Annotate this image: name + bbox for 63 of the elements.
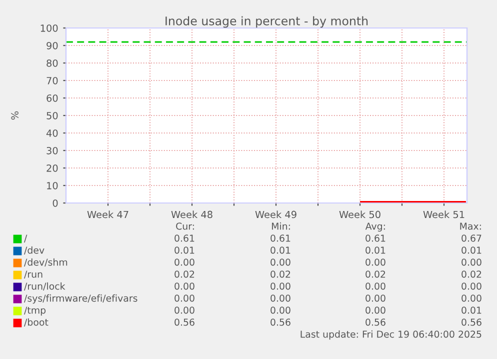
- text: 0.00: [366, 282, 386, 290]
- y-tick-label: 0: [52, 199, 58, 207]
- text: 0.61: [270, 234, 290, 242]
- text: 0.00: [462, 258, 482, 266]
- x-tick-label: Week 50: [339, 210, 380, 218]
- chart-title: Inode usage in percent - by month: [166, 16, 368, 28]
- text: 0.00: [174, 282, 194, 290]
- text: 0.56: [270, 318, 290, 326]
- legend-label: /dev/shm: [24, 258, 68, 266]
- y-tick-label: 100: [40, 24, 58, 32]
- y-tick-label: 80: [46, 59, 58, 67]
- y-axis-title: %: [11, 111, 18, 120]
- text: 0.00: [462, 294, 482, 302]
- y-tick-label: 20: [46, 164, 58, 172]
- y-tick-label: 60: [46, 94, 58, 102]
- legend-label: /sys/firmware/efi/efivars: [24, 294, 138, 304]
- text: Last update: Fri Dec 19 06:40:00 2025: [300, 330, 482, 340]
- y-tick-label: 70: [46, 76, 58, 84]
- legend-label: /boot: [24, 318, 48, 326]
- x-tick-label: Week 49: [255, 210, 296, 218]
- text: 0.00: [366, 306, 386, 314]
- text: 0.00: [270, 258, 290, 266]
- text: 0.00: [174, 294, 194, 302]
- text: Min:: [272, 222, 290, 230]
- text: 0.00: [270, 282, 290, 290]
- y-tick-label: 50: [46, 112, 58, 120]
- text: 0.67: [462, 234, 482, 242]
- text: 0.01: [462, 246, 482, 254]
- text: 0.56: [174, 318, 194, 326]
- y-tick-label: 30: [46, 146, 58, 154]
- y-tick-label: 90: [46, 42, 58, 50]
- legend-label: /run: [24, 270, 42, 278]
- text: 0.00: [270, 294, 290, 302]
- legend-label: /tmp: [24, 306, 46, 316]
- text: 0.02: [174, 270, 194, 278]
- text: 0.01: [366, 246, 386, 254]
- text: 0.56: [366, 318, 386, 326]
- text: 0.00: [174, 258, 194, 266]
- text: 0.61: [366, 234, 386, 242]
- text: Cur:: [176, 222, 194, 230]
- legend-label: /: [24, 234, 28, 242]
- text: 0.00: [366, 294, 386, 302]
- text: 0.61: [174, 234, 194, 242]
- x-tick-label: Week 51: [423, 210, 464, 218]
- text: 0.01: [270, 246, 290, 254]
- y-tick-label: 40: [46, 129, 58, 137]
- legend-label: /dev: [24, 246, 44, 254]
- text: 0.00: [174, 306, 194, 314]
- text: 0.02: [270, 270, 290, 278]
- text: Avg:: [365, 222, 385, 232]
- legend-label: /run/lock: [24, 282, 66, 290]
- text: 0.02: [366, 270, 386, 278]
- text: 0.01: [462, 306, 482, 314]
- text: 0.56: [462, 318, 482, 326]
- y-tick-label: 10: [47, 182, 58, 190]
- text: Max:: [460, 222, 481, 230]
- x-tick-label: Week 48: [171, 210, 212, 218]
- text: 0.00: [366, 258, 386, 266]
- text: 0.00: [270, 306, 290, 314]
- x-tick-label: Week 47: [87, 210, 128, 218]
- text: 0.01: [174, 246, 194, 254]
- text: 0.02: [462, 270, 482, 278]
- text: 0.00: [462, 282, 482, 290]
